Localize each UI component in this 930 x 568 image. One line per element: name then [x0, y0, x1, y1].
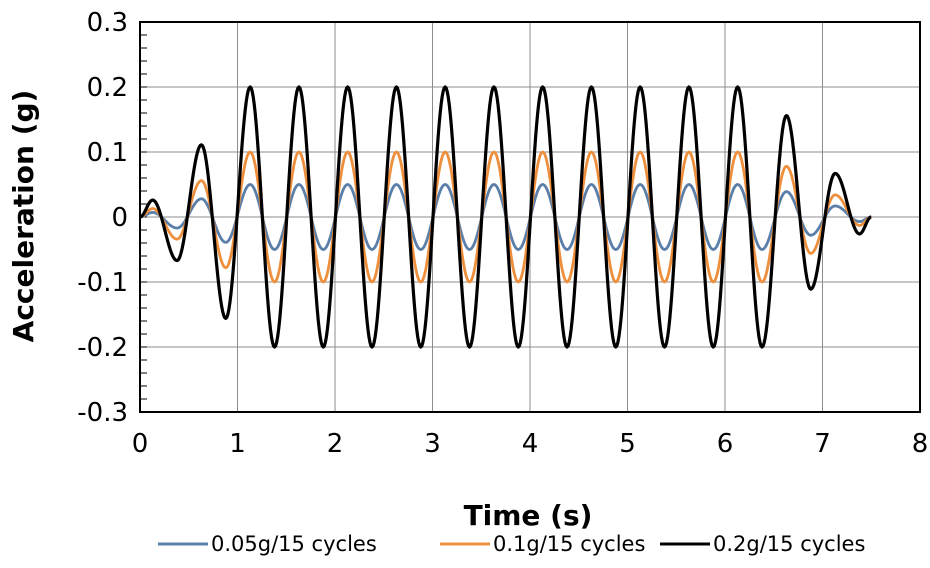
y-tick-label: -0.3	[77, 398, 128, 428]
x-tick-label: 6	[717, 429, 734, 459]
x-tick-label: 1	[229, 429, 246, 459]
x-tick-label: 4	[522, 429, 539, 459]
x-tick-label: 0	[132, 429, 149, 459]
series-line	[138, 85, 873, 349]
y-axis-tick-labels: 0.3 0.2 0.1 0 -0.1 -0.2 -0.3	[77, 8, 128, 428]
y-tick-label: 0.1	[87, 138, 128, 168]
series-group	[138, 85, 873, 349]
legend-label: 0.05g/15 cycles	[211, 532, 377, 556]
y-tick-label: -0.1	[77, 268, 128, 298]
y-axis-title: Acceleration (g)	[7, 90, 40, 343]
plot-area-border	[139, 21, 921, 413]
x-tick-label: 5	[619, 429, 636, 459]
legend-label: 0.1g/15 cycles	[493, 532, 645, 556]
y-tick-label: 0	[111, 203, 128, 233]
x-tick-label: 8	[912, 429, 929, 459]
x-tick-label: 2	[327, 429, 344, 459]
legend: 0.05g/15 cycles 0.1g/15 cycles 0.2g/15 cyc…	[158, 532, 865, 556]
y-tick-label: 0.3	[87, 8, 128, 38]
x-tick-label: 3	[424, 429, 441, 459]
x-axis-tick-labels: 0 1 2 3 4 5 6 7 8	[132, 429, 929, 459]
y-tick-label: 0.2	[87, 73, 128, 103]
y-tick-label: -0.2	[77, 333, 128, 363]
legend-label: 0.2g/15 cycles	[713, 532, 865, 556]
x-tick-label: 7	[814, 429, 831, 459]
x-axis-title: Time (s)	[464, 499, 593, 532]
